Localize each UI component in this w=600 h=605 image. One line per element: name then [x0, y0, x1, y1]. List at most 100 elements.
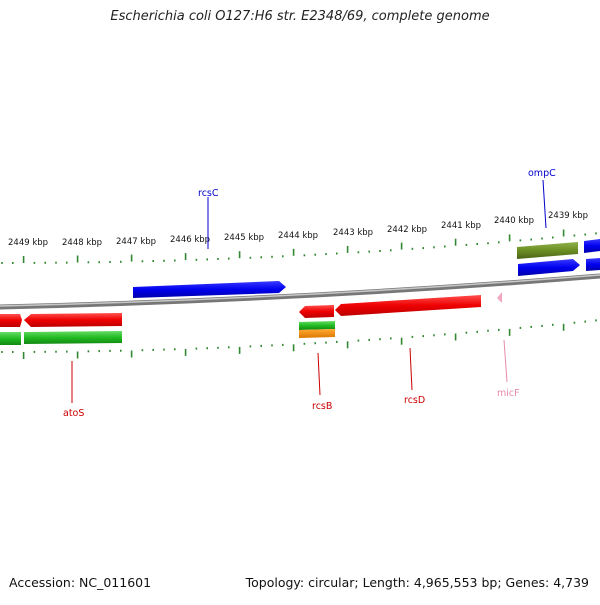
minor-tick — [260, 344, 262, 347]
outer-scale-ticks — [1, 229, 597, 264]
minor-tick — [325, 341, 327, 344]
scale-label: 2449 kbp — [8, 238, 48, 248]
major-tick — [292, 248, 295, 256]
minor-tick — [498, 328, 500, 331]
minor-tick — [12, 262, 14, 264]
minor-tick — [1, 262, 3, 264]
minor-tick — [519, 239, 522, 242]
minor-tick — [336, 340, 338, 343]
minor-tick — [98, 261, 100, 264]
minor-tick — [206, 258, 208, 261]
major-tick — [76, 351, 79, 359]
major-tick — [562, 229, 565, 237]
minor-tick — [573, 321, 576, 324]
minor-tick — [390, 337, 392, 340]
gene-ompC-rna[interactable] — [517, 242, 578, 259]
gene-left-green-2[interactable] — [24, 331, 122, 344]
gene-labels: rcsC ompC atoS rcsB rcsD micF — [63, 168, 556, 419]
minor-tick — [433, 246, 435, 249]
minor-tick — [314, 253, 316, 256]
scale-label: 2446 kbp — [170, 235, 210, 245]
minor-tick — [357, 339, 360, 342]
minor-tick — [541, 324, 543, 327]
minor-tick — [141, 260, 144, 263]
gene-left-red[interactable] — [0, 314, 22, 327]
minor-tick — [411, 247, 414, 250]
minor-tick — [303, 254, 306, 257]
gene-rcsB-orange[interactable] — [299, 329, 335, 338]
minor-tick — [249, 345, 252, 348]
minor-tick — [368, 338, 370, 341]
major-tick — [130, 254, 133, 262]
minor-tick — [206, 347, 208, 350]
major-tick — [238, 251, 241, 259]
minor-tick — [1, 351, 3, 353]
minor-tick — [390, 249, 392, 252]
major-tick — [400, 242, 403, 250]
minor-tick — [228, 346, 230, 349]
minor-tick — [444, 245, 446, 248]
major-tick — [508, 328, 511, 336]
minor-tick — [271, 255, 273, 258]
minor-tick — [465, 331, 468, 334]
minor-tick — [573, 234, 576, 237]
minor-tick — [368, 250, 370, 253]
inner-scale-ticks — [1, 319, 597, 359]
minor-tick — [379, 250, 381, 252]
gene-label-micF: micF — [497, 388, 520, 399]
minor-tick — [120, 260, 122, 263]
minor-tick — [152, 348, 154, 351]
minor-tick — [260, 256, 262, 259]
minor-tick — [55, 350, 57, 353]
gene-right-2[interactable] — [586, 258, 600, 271]
major-tick — [508, 234, 511, 242]
gene-atoS[interactable] — [24, 313, 122, 327]
gene-rcsB-rna[interactable] — [299, 321, 335, 330]
minor-tick — [422, 335, 424, 338]
major-tick — [292, 344, 295, 352]
minor-tick — [163, 348, 165, 351]
major-tick — [454, 238, 457, 246]
minor-tick — [174, 259, 176, 262]
minor-tick — [195, 258, 198, 261]
minor-tick — [87, 350, 90, 353]
minor-tick — [66, 261, 68, 264]
gene-right-1[interactable] — [584, 239, 600, 253]
scale-label: 2448 kbp — [62, 238, 102, 248]
accession-label: Accession: NC_011601 — [9, 575, 152, 590]
major-tick — [184, 253, 187, 261]
minor-tick — [433, 334, 435, 337]
minor-tick — [411, 335, 414, 338]
minor-tick — [487, 242, 489, 245]
major-tick — [346, 341, 349, 349]
minor-tick — [55, 261, 57, 264]
minor-tick — [217, 258, 219, 260]
minor-tick — [552, 323, 554, 326]
scale-label: 2440 kbp — [494, 216, 534, 226]
scale-label: 2444 kbp — [278, 231, 318, 241]
gene-rcsB[interactable] — [299, 305, 334, 318]
gene-micF[interactable] — [497, 292, 502, 303]
minor-tick — [336, 252, 338, 255]
minor-tick — [217, 346, 219, 349]
gene-ompC[interactable] — [518, 259, 580, 276]
minor-tick — [465, 243, 468, 246]
minor-tick — [120, 349, 122, 352]
major-tick — [346, 245, 349, 253]
minor-tick — [33, 261, 36, 264]
minor-tick — [141, 349, 144, 352]
minor-tick — [249, 256, 252, 259]
major-tick — [22, 256, 25, 263]
minor-tick — [109, 261, 111, 263]
gene-rcsC[interactable] — [133, 281, 286, 298]
scale-labels: 2449 kbp 2448 kbp 2447 kbp 2446 kbp 2445… — [8, 211, 588, 248]
minor-tick — [271, 344, 273, 347]
scale-label: 2447 kbp — [116, 237, 156, 247]
minor-tick — [519, 326, 522, 329]
minor-tick — [422, 247, 424, 250]
gene-left-green-1[interactable] — [0, 332, 21, 345]
reverse-strand-features — [0, 292, 502, 345]
minor-tick — [584, 233, 586, 236]
gene-rcsD[interactable] — [335, 295, 481, 316]
